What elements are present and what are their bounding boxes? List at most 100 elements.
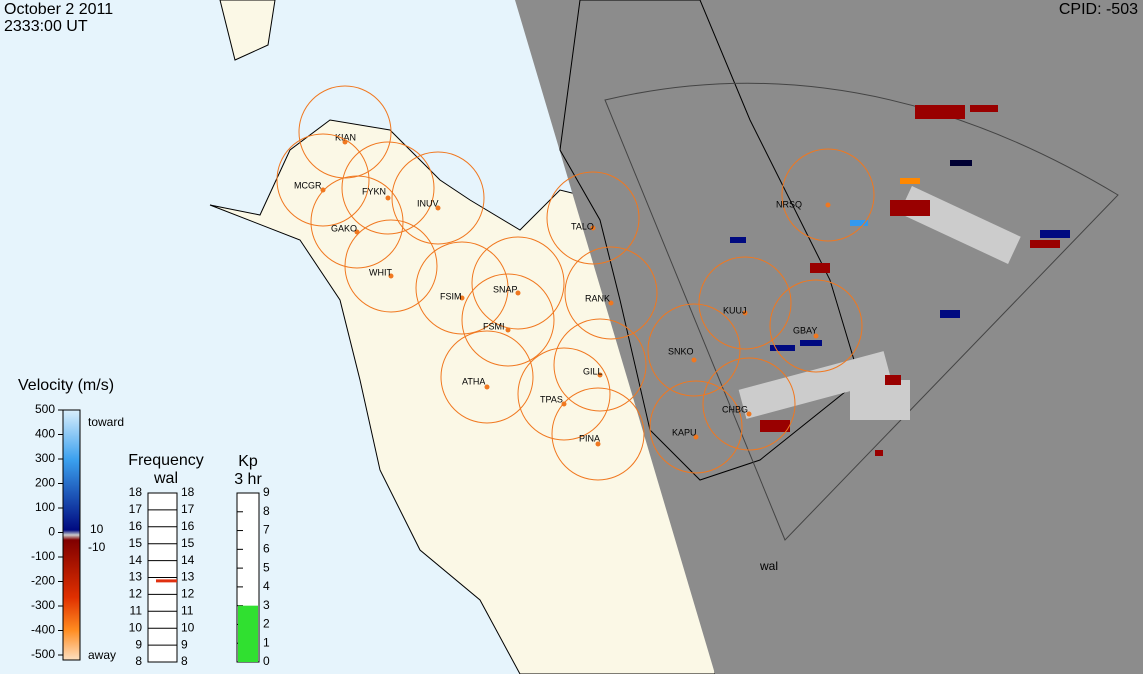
scale-tick-label: 9 bbox=[181, 637, 188, 651]
radar-label: wal bbox=[759, 559, 778, 573]
scale-tick-label: 0 bbox=[263, 654, 270, 668]
velocity-tick: -300 bbox=[31, 598, 55, 612]
station-dot bbox=[561, 401, 567, 407]
velocity-tick: 0 bbox=[48, 525, 55, 539]
scale-tick-label: 10 bbox=[129, 620, 143, 634]
station-fov bbox=[553, 318, 647, 412]
upper: 10 bbox=[90, 522, 104, 536]
scale-tick-label: 17 bbox=[181, 502, 195, 516]
velocity-tick: 200 bbox=[35, 476, 55, 490]
station-dot bbox=[385, 195, 391, 201]
station-fov bbox=[647, 303, 741, 397]
station-dot bbox=[595, 441, 601, 447]
station-fov bbox=[702, 357, 796, 451]
time: 2333:00 UT bbox=[4, 18, 88, 35]
scale-tick-label: 14 bbox=[181, 553, 195, 567]
scale-tick-label: 2 bbox=[263, 617, 270, 631]
station-dot bbox=[484, 384, 490, 390]
station-label: TPAS bbox=[540, 394, 563, 404]
station-dot bbox=[742, 310, 748, 316]
station-label: INUV bbox=[417, 198, 439, 208]
station-dot bbox=[813, 333, 819, 339]
station-fov bbox=[564, 246, 658, 340]
station-label: TALO bbox=[571, 221, 594, 231]
scale-tick-label: 16 bbox=[181, 519, 195, 533]
velocity-bar bbox=[62, 409, 81, 661]
freq-sub: wal bbox=[153, 470, 178, 487]
station-fov bbox=[551, 387, 645, 481]
station-fov bbox=[391, 151, 485, 245]
station-dot bbox=[590, 225, 596, 231]
station-fov bbox=[276, 133, 370, 227]
station-dot bbox=[459, 295, 465, 301]
station-dot bbox=[597, 372, 603, 378]
greenland bbox=[219, 0, 276, 61]
scale-tick-label: 8 bbox=[181, 654, 188, 668]
away: away bbox=[88, 648, 116, 662]
velocity-tick: 400 bbox=[35, 427, 55, 441]
station-fov bbox=[471, 236, 565, 330]
station-dot bbox=[608, 300, 614, 306]
station-label: GILL bbox=[583, 366, 603, 376]
station-label: SNAP bbox=[493, 284, 518, 294]
scale-tick-label: 8 bbox=[135, 654, 142, 668]
station-dot bbox=[320, 187, 326, 193]
scale-tick-label: 13 bbox=[181, 570, 195, 584]
velocity-title: Velocity (m/s) bbox=[18, 377, 114, 394]
station-label: MCGR bbox=[294, 180, 322, 190]
station-fov bbox=[310, 175, 404, 269]
scale-tick-label: 8 bbox=[263, 504, 270, 518]
velocity-tick: -200 bbox=[31, 574, 55, 588]
station-dot bbox=[825, 202, 831, 208]
station-label: KAPU bbox=[672, 427, 697, 437]
scale-tick-label: 7 bbox=[263, 523, 270, 537]
station-label: GBAY bbox=[793, 325, 817, 335]
station-label: GAKO bbox=[331, 223, 357, 233]
station-label: FSMI bbox=[483, 321, 505, 331]
night-shade bbox=[515, 0, 1143, 674]
station-fov bbox=[517, 347, 611, 441]
scale-tick-label: 15 bbox=[181, 536, 195, 550]
velocity-tick: 100 bbox=[35, 500, 55, 514]
scale-tick-label: 11 bbox=[130, 603, 143, 617]
station-fov bbox=[781, 148, 875, 242]
station-dot bbox=[746, 411, 752, 417]
station-label: RANK bbox=[585, 293, 610, 303]
scale-tick-label: 14 bbox=[129, 553, 143, 567]
scale-tick-label: 4 bbox=[263, 579, 270, 593]
station-label: WHIT bbox=[369, 267, 392, 277]
velocity-tick: -100 bbox=[31, 549, 55, 563]
station-label: NRSQ bbox=[776, 199, 802, 209]
station-fov bbox=[769, 279, 863, 373]
velocity-tick: 500 bbox=[35, 402, 55, 416]
kp-bar bbox=[238, 605, 258, 662]
freq-title: Frequency bbox=[128, 452, 204, 469]
station-label: FSIM bbox=[440, 291, 462, 301]
coast-night bbox=[559, 0, 861, 481]
date: October 2 2011 bbox=[4, 1, 113, 18]
scale-tick-label: 13 bbox=[129, 570, 143, 584]
scale-tick-label: 9 bbox=[135, 637, 142, 651]
scale-tick-label: 12 bbox=[129, 587, 143, 601]
station-dot bbox=[388, 273, 394, 279]
station-fov bbox=[440, 330, 534, 424]
station-dot bbox=[693, 434, 699, 440]
scale-tick-label: 16 bbox=[129, 519, 143, 533]
station-dot bbox=[505, 327, 511, 333]
scale-tick-label: 9 bbox=[263, 485, 270, 499]
scale-tick-label: 1 bbox=[263, 635, 270, 649]
lower: -10 bbox=[88, 540, 106, 554]
fov-fan bbox=[604, 82, 1119, 541]
station-fov bbox=[461, 273, 555, 367]
station-label: KUUJ bbox=[723, 305, 747, 315]
kp-sub: 3 hr bbox=[234, 471, 262, 488]
scale-tick-label: 12 bbox=[181, 587, 195, 601]
kp-title: Kp bbox=[238, 453, 258, 470]
scale-tick-label: 15 bbox=[129, 536, 143, 550]
station-label: PINA bbox=[579, 433, 600, 443]
scale-tick-label: 17 bbox=[129, 502, 143, 516]
scale-tick-label: 6 bbox=[263, 542, 270, 556]
station-dot bbox=[515, 290, 521, 296]
station-dot bbox=[435, 205, 441, 211]
